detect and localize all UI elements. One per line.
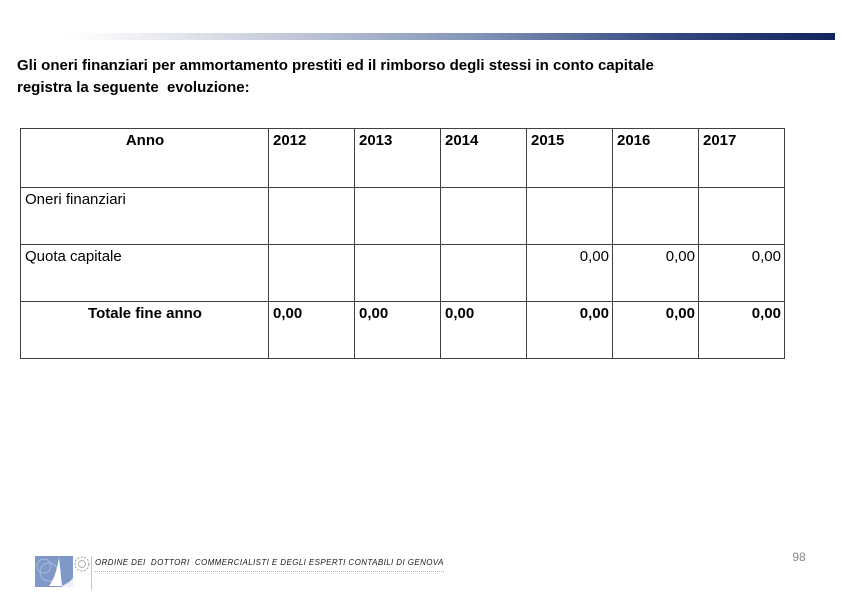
header-cell-year: 2017 [698, 128, 785, 188]
slide-title-line1: Gli oneri finanziari per ammortamento pr… [17, 57, 654, 74]
value-cell [268, 187, 355, 245]
table-row-totale-fine-anno: Totale fine anno 0,00 0,00 0,00 0,00 0,0… [20, 301, 785, 359]
value-cell [526, 187, 613, 245]
value-cell [440, 187, 527, 245]
slide-title-line2: registra la seguente evoluzione: [17, 79, 250, 96]
header-cell-year: 2014 [440, 128, 527, 188]
value-cell: 0,00 [354, 301, 441, 359]
value-cell [612, 187, 699, 245]
value-cell: 0,00 [526, 301, 613, 359]
page-number: 98 [792, 550, 806, 564]
table-row-oneri-finanziari: Oneri finanziari [20, 187, 785, 245]
value-cell [268, 244, 355, 302]
value-cell [698, 187, 785, 245]
value-cell: 0,00 [698, 301, 785, 359]
header-cell-anno: Anno [20, 128, 269, 188]
header-cell-year: 2013 [354, 128, 441, 188]
footer-organization: ORDINE DEI DOTTORI COMMERCIALISTI E DEGL… [95, 558, 444, 572]
value-cell: 0,00 [612, 301, 699, 359]
value-cell: 0,00 [440, 301, 527, 359]
value-cell [354, 187, 441, 245]
header-cell-year: 2015 [526, 128, 613, 188]
value-cell: 0,00 [698, 244, 785, 302]
row-label-cell: Totale fine anno [20, 301, 269, 359]
footer-divider [91, 556, 92, 590]
table-header-row: Anno 2012 2013 2014 2015 2016 2017 [20, 128, 785, 188]
slide-title: Gli oneri finanziari per ammortamento pr… [17, 55, 749, 99]
evolution-table: Anno 2012 2013 2014 2015 2016 2017 Oneri… [20, 128, 785, 359]
value-cell [440, 244, 527, 302]
header-cell-year: 2012 [268, 128, 355, 188]
value-cell: 0,00 [268, 301, 355, 359]
value-cell: 0,00 [612, 244, 699, 302]
header-cell-year: 2016 [612, 128, 699, 188]
table-row-quota-capitale: Quota capitale 0,00 0,00 0,00 [20, 244, 785, 302]
row-label-cell: Oneri finanziari [20, 187, 269, 245]
value-cell: 0,00 [526, 244, 613, 302]
row-label-cell: Quota capitale [20, 244, 269, 302]
value-cell [354, 244, 441, 302]
accent-gradient-bar [70, 33, 835, 40]
sailboat-logo-icon [35, 556, 90, 587]
